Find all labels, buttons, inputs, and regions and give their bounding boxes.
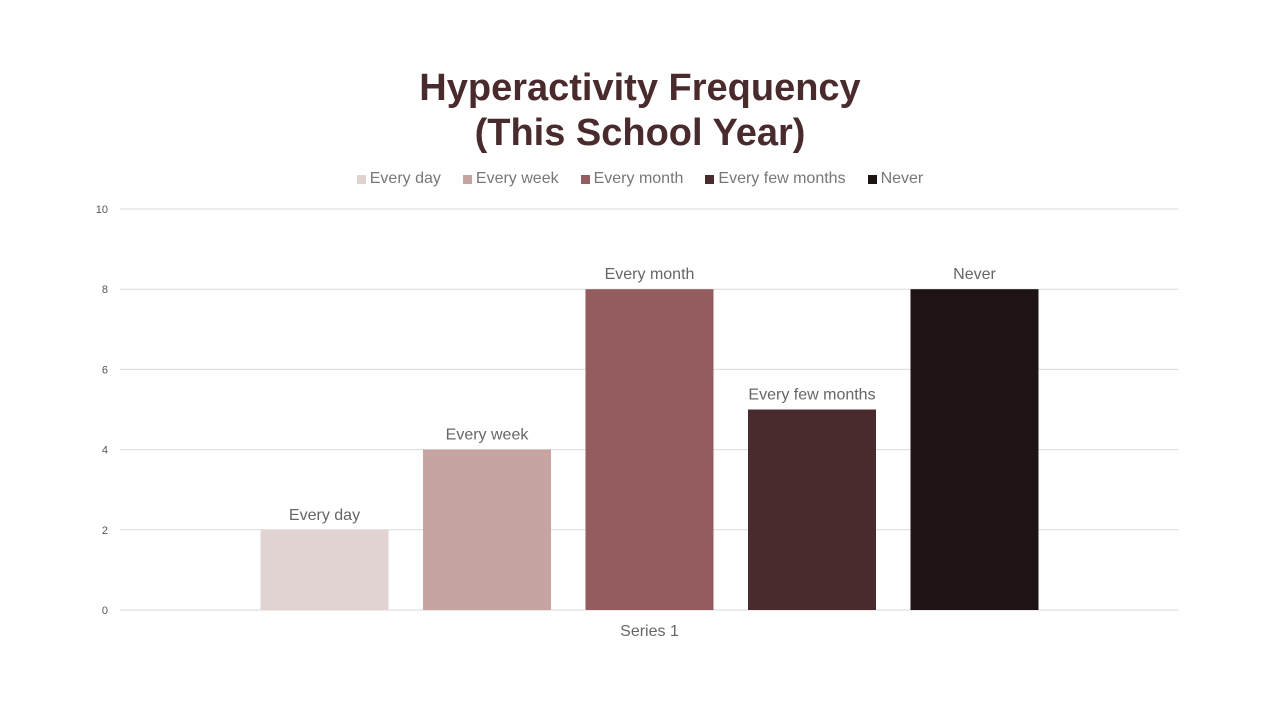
chart-legend: Every day Every week Every month Every f… — [0, 170, 1280, 188]
legend-swatch — [705, 174, 715, 184]
bar — [260, 529, 389, 610]
data-label: Every day — [289, 507, 360, 524]
x-category-label: Series 1 — [620, 623, 679, 640]
bar — [910, 289, 1039, 610]
chart-title-line-2: (This School Year) — [474, 112, 806, 154]
data-label: Every week — [446, 427, 530, 444]
legend-label: Every week — [475, 170, 559, 187]
legend-item-every-day: Every day — [356, 170, 441, 188]
y-tick-label: 4 — [102, 445, 108, 457]
data-label: Never — [953, 266, 996, 283]
legend-item-every-few-months: Every few months — [705, 170, 846, 188]
legend-swatch — [580, 174, 590, 184]
data-label: Every few months — [748, 387, 875, 404]
bar — [423, 449, 551, 610]
y-tick-label: 0 — [102, 605, 108, 617]
legend-label: Every few months — [718, 170, 846, 187]
legend-item-never: Never — [867, 170, 924, 188]
y-tick-label: 8 — [102, 284, 108, 296]
legend-swatch — [356, 174, 366, 184]
data-label: Every month — [605, 266, 695, 283]
legend-label: Never — [880, 170, 924, 187]
y-tick-label: 2 — [102, 525, 108, 537]
legend-label: Every day — [369, 170, 441, 187]
chart-title-line-1: Hyperactivity Frequency — [419, 67, 861, 109]
legend-swatch — [462, 174, 472, 184]
y-tick-label: 10 — [96, 204, 108, 216]
legend-swatch — [867, 174, 877, 184]
bar — [585, 289, 714, 610]
y-tick-label: 6 — [102, 364, 108, 376]
chart-title: Hyperactivity Frequency (This School Yea… — [0, 66, 1280, 156]
legend-label: Every month — [593, 170, 684, 187]
bar — [748, 409, 876, 610]
legend-item-every-month: Every month — [580, 170, 684, 188]
legend-item-every-week: Every week — [462, 170, 559, 188]
